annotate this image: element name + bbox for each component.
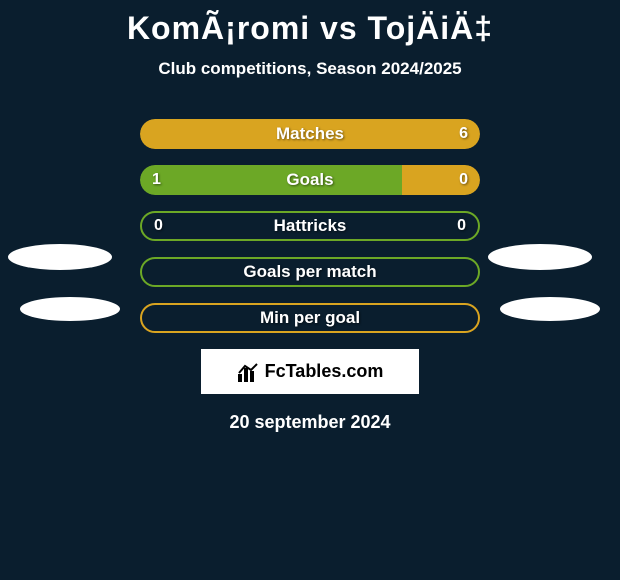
fctables-logo: FcTables.com (201, 349, 419, 394)
stat-value-right: 0 (457, 217, 466, 235)
stat-value-left: 0 (154, 217, 163, 235)
logo-text: FcTables.com (265, 361, 384, 382)
stat-label: Goals (140, 170, 480, 190)
stat-row: Goals per match (140, 257, 480, 287)
player-right-marker-bot (500, 297, 600, 321)
stat-row: Goals1 0 (140, 165, 480, 195)
stat-label: Matches (140, 124, 480, 144)
stat-row: Matches6 (140, 119, 480, 149)
stat-value-right: 6 (459, 125, 468, 143)
date-text: 20 september 2024 (0, 412, 620, 433)
stat-value-right: 0 (459, 171, 468, 189)
stat-row: Min per goal (140, 303, 480, 333)
stats-container: Matches6Goals10Hattricks00Goals per matc… (0, 119, 620, 333)
player-left-marker-top (8, 244, 112, 270)
player-left-marker-bot (20, 297, 120, 321)
stat-value-left: 1 (152, 171, 161, 189)
player-right-marker-top (488, 244, 592, 270)
subtitle: Club competitions, Season 2024/2025 (0, 59, 620, 79)
stat-label: Goals per match (142, 262, 478, 282)
page-title: KomÃ¡romi vs TojÄiÄ‡ (0, 0, 620, 47)
stat-label: Hattricks (142, 216, 478, 236)
stat-label: Min per goal (142, 308, 478, 328)
chart-icon (237, 362, 259, 382)
stat-row: Hattricks0 0 (140, 211, 480, 241)
